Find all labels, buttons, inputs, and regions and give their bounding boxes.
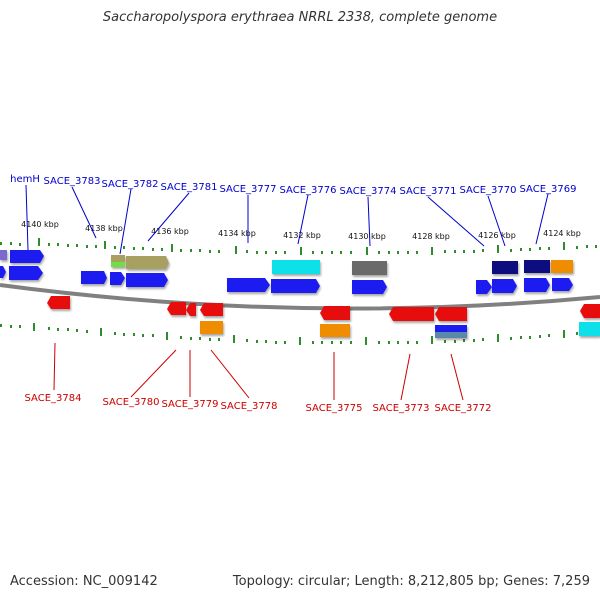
scale-label-4132: 4132 kbp xyxy=(283,231,321,240)
top-leader-lines xyxy=(25,184,549,255)
gene-blue-3772[interactable] xyxy=(435,325,467,332)
label-SACE_3780: SACE_3780 xyxy=(103,397,160,408)
label-hemH: hemH xyxy=(10,174,40,185)
label-SACE_3775: SACE_3775 xyxy=(306,403,363,414)
label-SACE_3769: SACE_3769 xyxy=(520,184,577,195)
gene-orange-top[interactable] xyxy=(551,260,573,273)
gene-blue-edge[interactable] xyxy=(0,266,6,278)
gene-SACE_3779[interactable] xyxy=(186,303,196,316)
scale-label-4134: 4134 kbp xyxy=(218,229,256,238)
genome-backbone xyxy=(0,283,600,311)
label-SACE_3782: SACE_3782 xyxy=(102,179,159,190)
label-SACE_3783: SACE_3783 xyxy=(44,176,101,187)
gene-SACE_3769[interactable] xyxy=(524,260,550,273)
gene-SACE_3776b[interactable] xyxy=(271,279,320,293)
label-SACE_3772: SACE_3772 xyxy=(435,403,492,414)
gene-SACE_3778[interactable] xyxy=(200,303,223,316)
label-SACE_3776: SACE_3776 xyxy=(280,185,337,196)
gene-SACE_3772[interactable] xyxy=(435,307,467,321)
label-SACE_3781: SACE_3781 xyxy=(161,182,218,193)
gene-SACE_3777[interactable] xyxy=(227,278,270,292)
bottom-leader-lines xyxy=(53,342,464,401)
gene-red-end[interactable] xyxy=(580,304,600,318)
gene-SACE_3771[interactable] xyxy=(476,280,492,294)
genome-summary-text: Topology: circular; Length: 8,212,805 bp… xyxy=(232,574,590,589)
gene-purple-edge[interactable] xyxy=(0,250,7,260)
gene-cyan-end[interactable] xyxy=(579,322,600,336)
gene-SACE_3781[interactable] xyxy=(126,256,169,269)
gene-orange-3778[interactable] xyxy=(200,321,223,334)
gene-SACE_3780[interactable] xyxy=(167,302,186,315)
gene-SACE_3774b[interactable] xyxy=(352,280,387,294)
label-SACE_3771: SACE_3771 xyxy=(400,186,457,197)
lower-tick-row xyxy=(0,323,597,345)
gene-SACE_3769b[interactable] xyxy=(524,278,550,292)
gene-SACE_3770b[interactable] xyxy=(492,279,517,293)
accession-text: Accession: NC_009142 xyxy=(10,574,158,589)
scale-label-4136: 4136 kbp xyxy=(151,227,189,236)
gene-SACE_3773[interactable] xyxy=(389,307,434,321)
label-SACE_3784: SACE_3784 xyxy=(25,393,82,404)
gene-steel-3772[interactable] xyxy=(435,332,467,338)
scale-label-4138: 4138 kbp xyxy=(85,224,123,233)
label-SACE_3774: SACE_3774 xyxy=(340,186,397,197)
gene-SACE_3776[interactable] xyxy=(272,260,320,274)
gene-SACE_3784[interactable] xyxy=(47,296,70,309)
scale-label-4130: 4130 kbp xyxy=(348,232,386,241)
label-SACE_3777: SACE_3777 xyxy=(220,184,277,195)
gene-SACE_3774[interactable] xyxy=(352,261,387,275)
gene-SACE_3775[interactable] xyxy=(320,306,350,320)
gene-SACE_3782-b[interactable] xyxy=(111,262,125,267)
gene-blue-3782[interactable] xyxy=(110,272,125,285)
label-SACE_3770: SACE_3770 xyxy=(460,185,517,196)
scale-label-4126: 4126 kbp xyxy=(478,231,516,240)
scale-label-4128: 4128 kbp xyxy=(412,232,450,241)
label-SACE_3779: SACE_3779 xyxy=(162,399,219,410)
gene-SACE_3783[interactable] xyxy=(9,266,43,280)
map-title: Saccharopolyspora erythraea NRRL 2338, c… xyxy=(102,10,498,25)
label-SACE_3773: SACE_3773 xyxy=(373,403,430,414)
gene-orange-3775[interactable] xyxy=(320,324,350,337)
scale-label-4140: 4140 kbp xyxy=(21,220,59,229)
gene-SACE_3782-a[interactable] xyxy=(111,255,125,262)
gene-blue-end[interactable] xyxy=(552,278,573,291)
gene-blue-3783b[interactable] xyxy=(81,271,107,284)
label-SACE_3778: SACE_3778 xyxy=(221,401,278,412)
scale-label-4124: 4124 kbp xyxy=(543,229,581,238)
gene-blue-3781[interactable] xyxy=(126,273,168,287)
gene-hemH[interactable] xyxy=(10,250,44,263)
upper-tick-row xyxy=(0,238,597,255)
gene-SACE_3770[interactable] xyxy=(492,261,518,274)
